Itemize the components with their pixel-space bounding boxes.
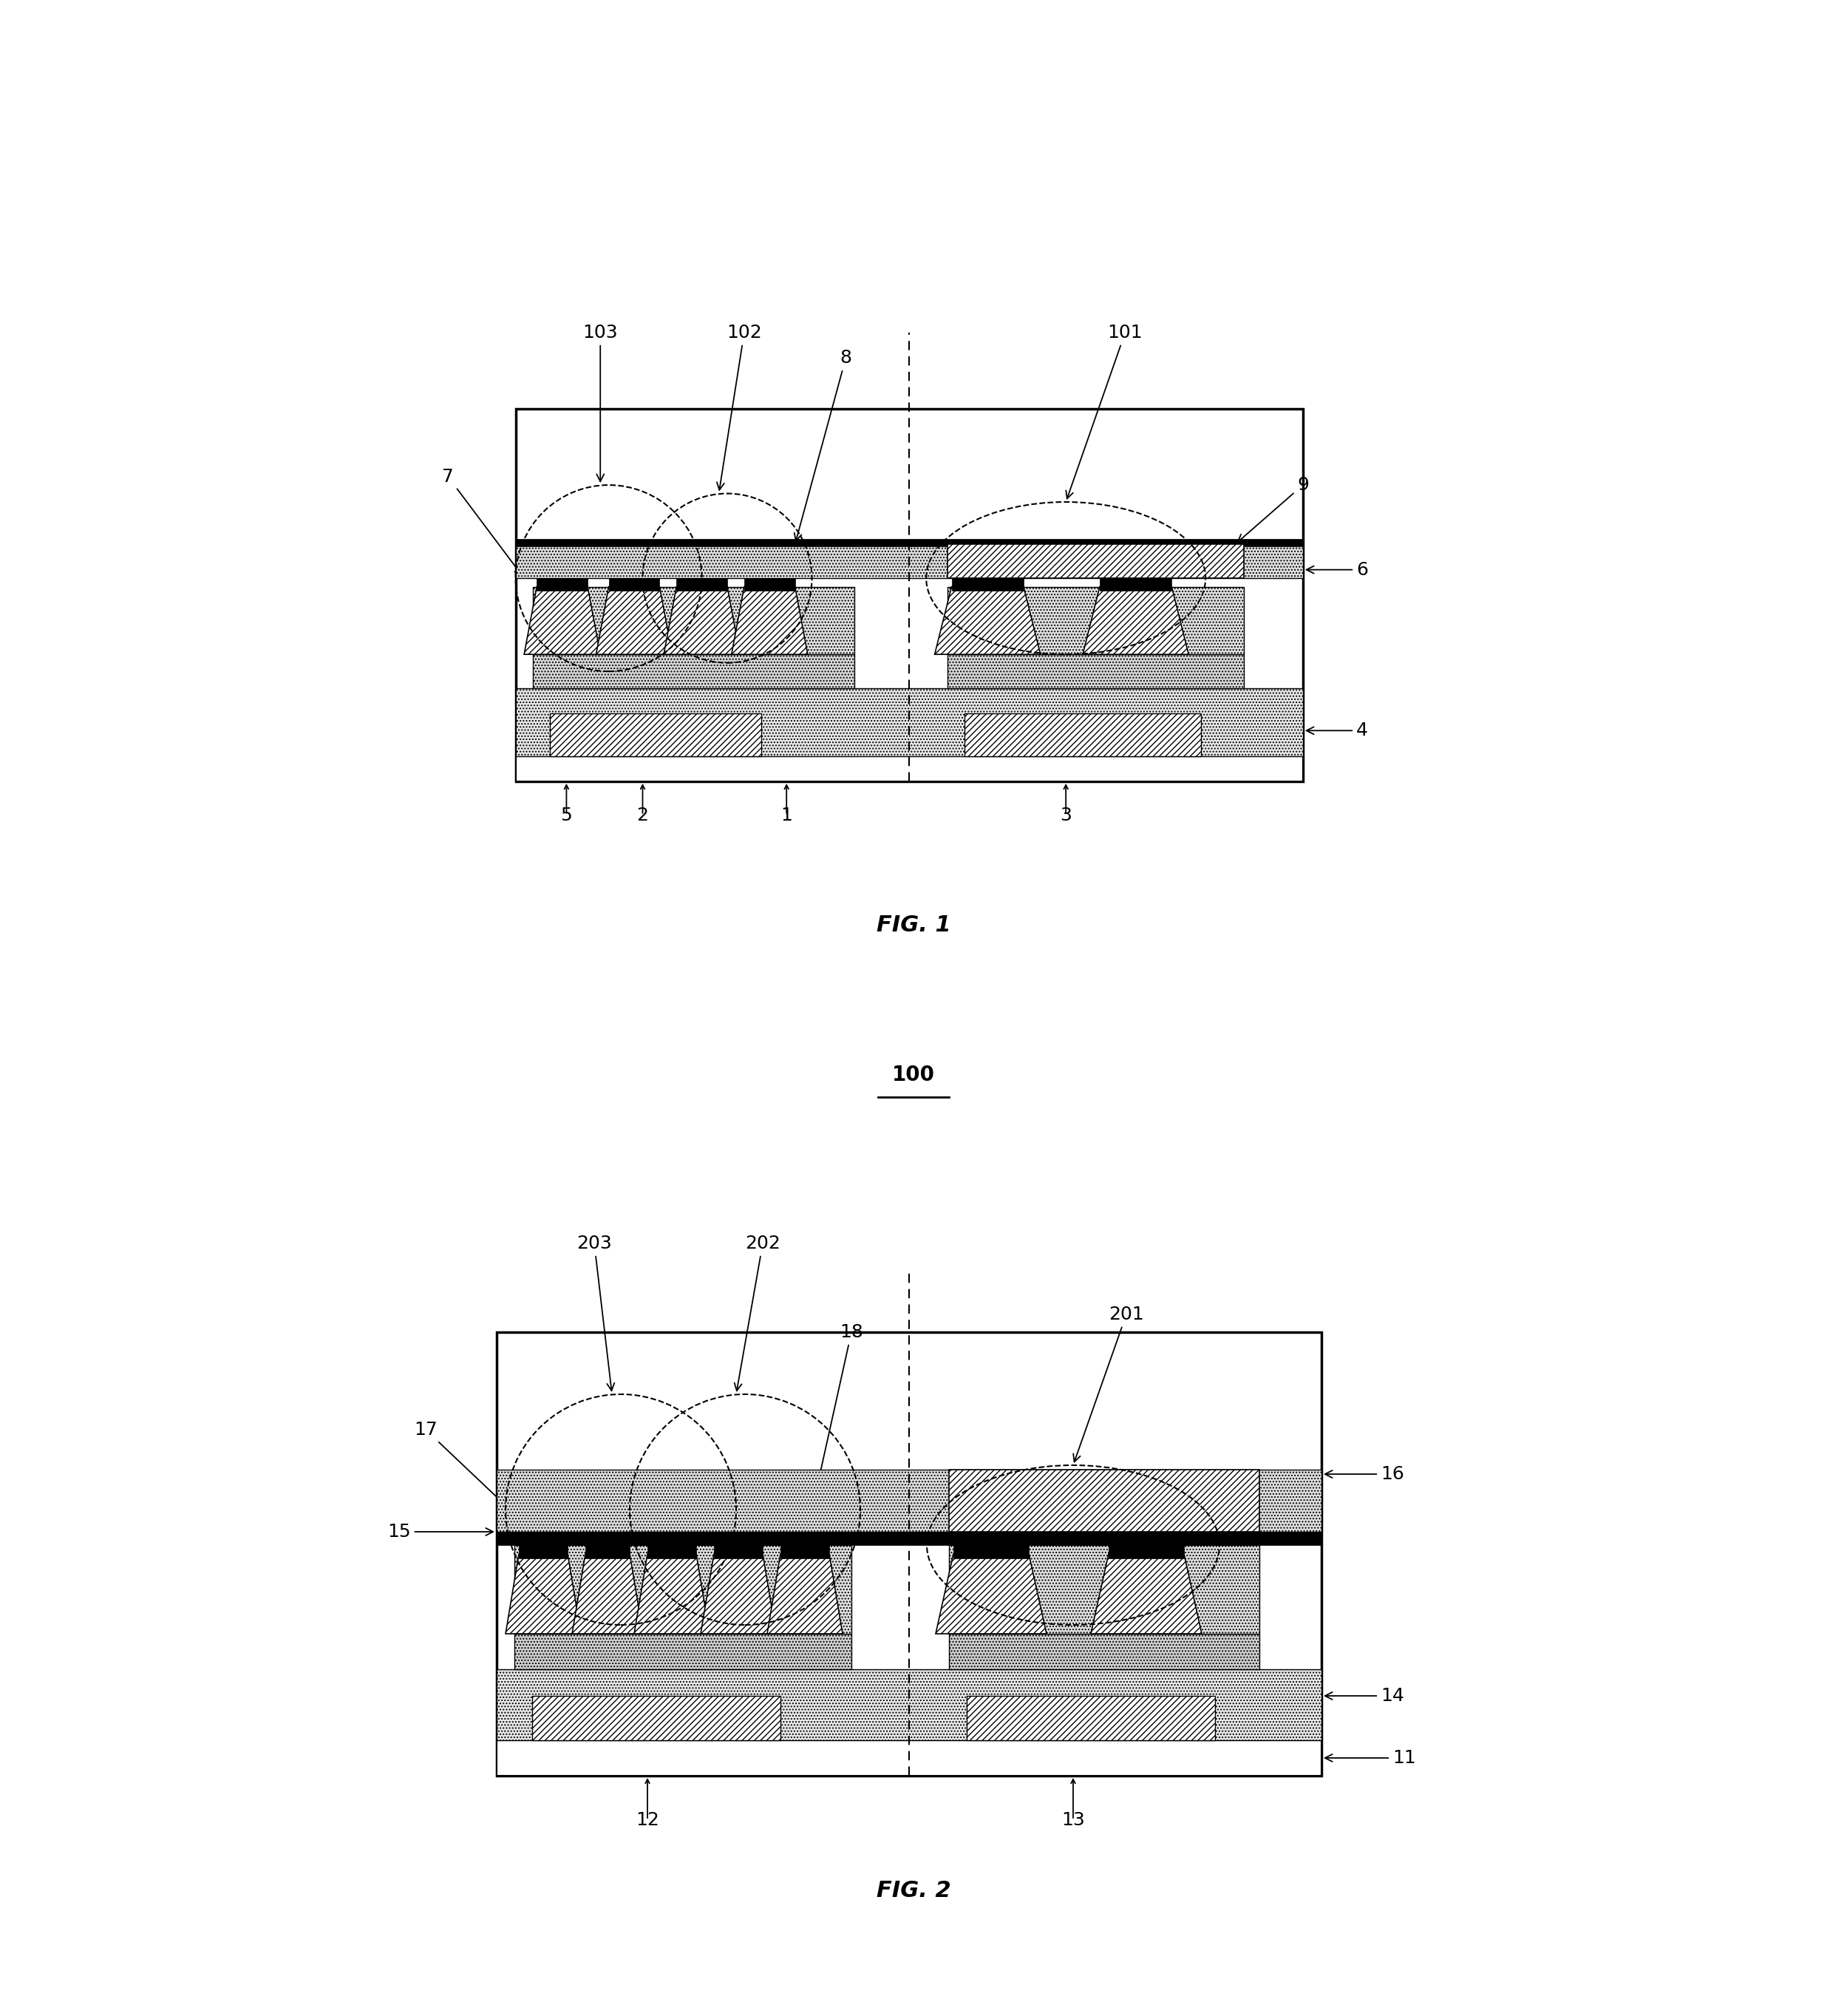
Bar [647,1544,696,1558]
Text: 6: 6 [1306,560,1368,579]
Text: 1: 1 [780,806,793,825]
Text: 2: 2 [636,806,649,825]
Bar [966,1695,1215,1740]
Text: 101: 101 [1065,325,1142,498]
Polygon shape [634,1554,709,1633]
Bar [532,1695,780,1740]
Bar [948,655,1244,687]
Text: 103: 103 [583,325,618,482]
Text: FIG. 2: FIG. 2 [877,1881,950,1901]
Text: 12: 12 [636,1810,660,1829]
Bar [1100,579,1171,591]
Bar [519,1544,568,1558]
Bar [515,687,1303,756]
Bar [537,579,588,591]
Bar [497,1669,1321,1740]
Polygon shape [1091,1554,1202,1633]
Polygon shape [506,1554,581,1633]
Polygon shape [596,587,672,655]
Polygon shape [572,1554,643,1633]
Bar [497,1740,1321,1776]
Text: 100: 100 [892,1064,935,1085]
Bar [948,1470,1259,1532]
Text: 201: 201 [1072,1306,1144,1462]
Bar [948,1544,1259,1633]
Bar [497,1532,1321,1544]
Text: 203: 203 [577,1234,614,1391]
Bar [965,714,1202,756]
Text: 14: 14 [1325,1687,1405,1706]
Text: 202: 202 [734,1234,780,1391]
Text: 15: 15 [387,1522,493,1540]
Text: 8: 8 [795,349,851,540]
Polygon shape [767,1554,842,1633]
Polygon shape [663,587,740,655]
Bar [515,409,1303,782]
Bar [744,579,795,591]
Text: 11: 11 [1325,1750,1416,1766]
Text: 17: 17 [415,1421,508,1508]
Bar [515,1633,851,1669]
Polygon shape [935,587,1040,655]
Polygon shape [702,1554,776,1633]
Bar [515,748,1303,782]
Bar [948,587,1244,655]
Bar [954,1544,1029,1558]
Text: FIG. 1: FIG. 1 [877,915,950,935]
Bar [515,538,1303,546]
Bar [608,579,660,591]
Bar [515,544,1303,579]
Text: 5: 5 [561,806,572,825]
Polygon shape [731,587,808,655]
Text: 18: 18 [815,1322,862,1488]
Text: 13: 13 [1061,1810,1085,1829]
Bar [948,544,1244,579]
Text: 102: 102 [716,325,762,490]
Bar [780,1544,829,1558]
Polygon shape [524,587,601,655]
Bar [533,655,855,687]
Text: 7: 7 [442,468,523,575]
Bar [714,1544,762,1558]
Text: 3: 3 [1060,806,1072,825]
Bar [952,579,1023,591]
Bar [948,1633,1259,1669]
Polygon shape [1083,587,1189,655]
Text: 4: 4 [1306,722,1368,740]
Text: 16: 16 [1325,1466,1405,1484]
Bar [533,587,855,655]
Bar [1109,1544,1184,1558]
Polygon shape [935,1554,1047,1633]
Bar [676,579,727,591]
Bar [497,1333,1321,1776]
Bar [515,1544,851,1633]
Bar [550,714,762,756]
Text: 9: 9 [1239,476,1308,542]
Bar [585,1544,630,1558]
Bar [497,1470,1321,1532]
